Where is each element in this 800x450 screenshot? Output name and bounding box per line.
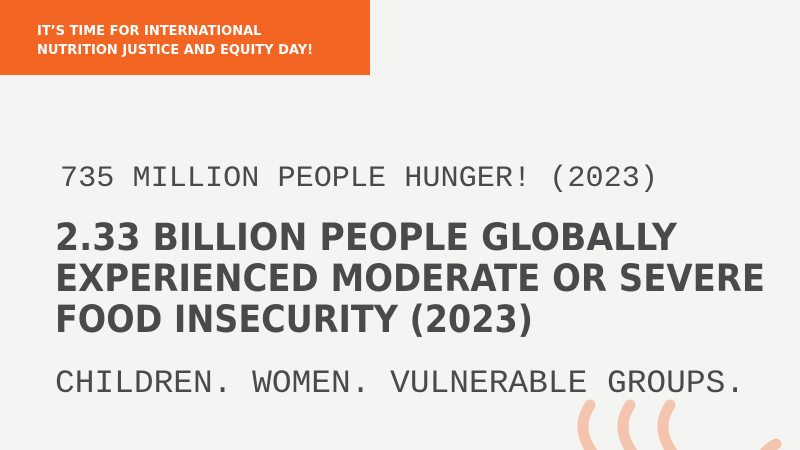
decoration bbox=[577, 399, 782, 450]
banner-line: IT’S TIME FOR INTERNATIONAL bbox=[37, 24, 261, 39]
arc bbox=[657, 399, 678, 450]
headline-line: 2.33 BILLION PEOPLE GLOBALLY bbox=[55, 216, 678, 259]
tagline: CHILDREN. WOMEN. VULNERABLE GROUPS. bbox=[55, 365, 745, 402]
arc bbox=[759, 438, 782, 450]
arc bbox=[577, 399, 598, 450]
banner-line: NUTRITION JUSTICE AND EQUITY DAY! bbox=[37, 43, 313, 58]
subheading: 735 MILLION PEOPLE HUNGER! (2023) bbox=[60, 162, 658, 196]
headline-line: EXPERIENCED MODERATE OR SEVERE bbox=[55, 257, 765, 300]
headline-line: FOOD INSECURITY (2023) bbox=[55, 298, 533, 341]
banner-box bbox=[0, 0, 370, 75]
arc bbox=[617, 399, 638, 450]
